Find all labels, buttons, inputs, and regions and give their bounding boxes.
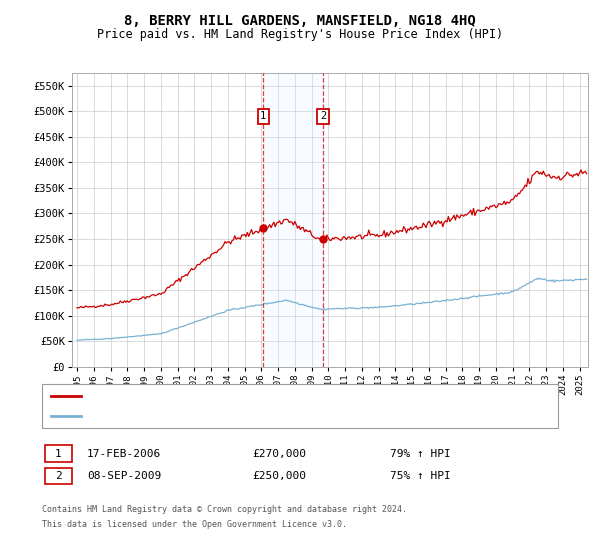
Text: 1: 1 (55, 449, 62, 459)
Text: £250,000: £250,000 (252, 471, 306, 481)
Text: Price paid vs. HM Land Registry's House Price Index (HPI): Price paid vs. HM Land Registry's House … (97, 28, 503, 41)
Text: 8, BERRY HILL GARDENS, MANSFIELD, NG18 4HQ: 8, BERRY HILL GARDENS, MANSFIELD, NG18 4… (124, 14, 476, 28)
Text: Contains HM Land Registry data © Crown copyright and database right 2024.: Contains HM Land Registry data © Crown c… (42, 505, 407, 514)
Text: 08-SEP-2009: 08-SEP-2009 (87, 471, 161, 481)
Text: 2: 2 (320, 111, 326, 122)
Bar (263, 73, 323, 367)
Text: 8, BERRY HILL GARDENS, MANSFIELD, NG18 4HQ (detached house): 8, BERRY HILL GARDENS, MANSFIELD, NG18 4… (87, 391, 434, 401)
Text: 79% ↑ HPI: 79% ↑ HPI (390, 449, 451, 459)
Text: £270,000: £270,000 (252, 449, 306, 459)
Text: This data is licensed under the Open Government Licence v3.0.: This data is licensed under the Open Gov… (42, 520, 347, 529)
Text: HPI: Average price, detached house, Mansfield: HPI: Average price, detached house, Mans… (87, 411, 352, 421)
Text: 17-FEB-2006: 17-FEB-2006 (87, 449, 161, 459)
Text: 1: 1 (260, 111, 266, 122)
Text: 2: 2 (55, 471, 62, 481)
Text: 75% ↑ HPI: 75% ↑ HPI (390, 471, 451, 481)
